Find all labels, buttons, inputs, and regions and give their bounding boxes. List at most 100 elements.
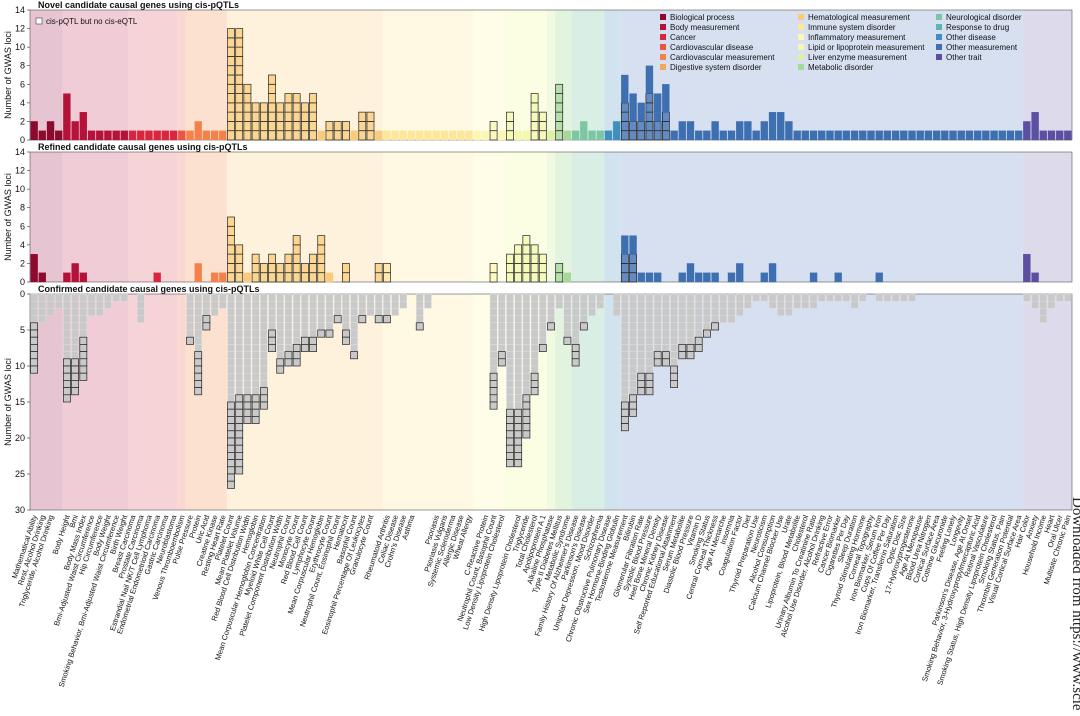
- bar-unit: [645, 301, 654, 309]
- bar-unit: [620, 408, 629, 417]
- bar-unit: [596, 293, 604, 302]
- bar-unit: [522, 401, 531, 410]
- bar-unit: [96, 293, 104, 302]
- bar-unit: [826, 130, 834, 141]
- bar-unit: [514, 380, 522, 388]
- bar-unit: [350, 308, 358, 316]
- bar-unit: [227, 430, 235, 439]
- bar-unit: [227, 380, 235, 388]
- bar-unit: [489, 315, 498, 323]
- bar-unit: [186, 329, 194, 338]
- bar-unit: [1047, 301, 1056, 309]
- bar-unit: [1064, 130, 1072, 141]
- category-band: [177, 294, 186, 510]
- bar-unit: [563, 308, 572, 316]
- bar-unit: [268, 130, 276, 141]
- bar-unit: [670, 329, 678, 338]
- bar-unit: [333, 121, 342, 132]
- bar-unit: [1023, 272, 1031, 283]
- bar-unit: [112, 293, 120, 302]
- bar-unit: [276, 272, 285, 283]
- bar-unit: [457, 130, 465, 141]
- bar-unit: [375, 293, 383, 302]
- bar-unit: [317, 315, 325, 323]
- bar-unit: [284, 263, 293, 274]
- bar-unit: [202, 130, 211, 141]
- bar-unit: [637, 365, 645, 374]
- bar-unit: [259, 272, 268, 283]
- bar-unit: [374, 272, 383, 283]
- bar-unit: [309, 93, 317, 104]
- bar-unit: [243, 351, 252, 359]
- bar-unit: [227, 437, 235, 446]
- bar-unit: [342, 322, 350, 331]
- bar-unit: [292, 308, 301, 316]
- bar-unit: [678, 322, 686, 331]
- bar-unit: [637, 121, 646, 132]
- bar-unit: [678, 329, 686, 338]
- bar-unit: [325, 293, 334, 302]
- bar-unit: [235, 253, 244, 264]
- bar-unit: [235, 102, 244, 113]
- bar-unit: [63, 130, 71, 141]
- bar-unit: [932, 130, 941, 141]
- bar-unit: [530, 102, 539, 113]
- bar-unit: [514, 387, 522, 395]
- bar-unit: [259, 130, 268, 141]
- bar-unit: [260, 373, 268, 381]
- bar-unit: [79, 365, 88, 374]
- bar-unit: [637, 344, 645, 352]
- bar-unit: [416, 315, 424, 323]
- bar-unit: [489, 351, 498, 359]
- bar-unit: [210, 301, 219, 309]
- bar-unit: [325, 272, 334, 283]
- bar-unit: [96, 301, 104, 309]
- bar-unit: [259, 394, 268, 403]
- bar-unit: [621, 74, 629, 85]
- bar-unit: [79, 272, 88, 283]
- bar-unit: [342, 329, 350, 338]
- bar-unit: [276, 351, 284, 359]
- bar-unit: [703, 272, 711, 283]
- bar-unit: [801, 130, 810, 141]
- bar-unit: [645, 365, 654, 374]
- bar-unit: [686, 329, 695, 338]
- bar-unit: [514, 437, 523, 446]
- bar-unit: [645, 351, 654, 359]
- bar-unit: [686, 272, 695, 283]
- bar-unit: [637, 308, 645, 316]
- bar-unit: [399, 293, 407, 302]
- bar-unit: [563, 301, 572, 309]
- bar-unit: [38, 272, 46, 283]
- bar-unit: [629, 337, 637, 345]
- bar-unit: [268, 102, 276, 113]
- bar-unit: [620, 263, 629, 274]
- bar-unit: [219, 301, 227, 309]
- bar-unit: [71, 358, 80, 367]
- bar-unit: [301, 301, 309, 309]
- bar-unit: [235, 308, 243, 316]
- bar-unit: [621, 365, 629, 374]
- bar-unit: [514, 337, 522, 345]
- bar-unit: [227, 225, 235, 236]
- bar-unit: [538, 253, 547, 264]
- bar-unit: [506, 365, 514, 374]
- bar-unit: [662, 84, 670, 94]
- bar-unit: [514, 444, 523, 453]
- bar-unit: [186, 308, 194, 316]
- bar-unit: [424, 130, 432, 141]
- bar-unit: [555, 102, 564, 113]
- bar-unit: [703, 308, 711, 316]
- bar-unit: [859, 130, 867, 141]
- bar-unit: [284, 102, 293, 113]
- y-tick-label: 10: [15, 42, 25, 52]
- bar-unit: [71, 387, 80, 396]
- bar-unit: [736, 293, 744, 302]
- bar-unit: [235, 111, 244, 122]
- bar-unit: [703, 329, 711, 338]
- bar-unit: [300, 336, 309, 345]
- bar-unit: [30, 358, 38, 367]
- bar-unit: [227, 216, 235, 227]
- y-tick-label: 10: [15, 184, 25, 194]
